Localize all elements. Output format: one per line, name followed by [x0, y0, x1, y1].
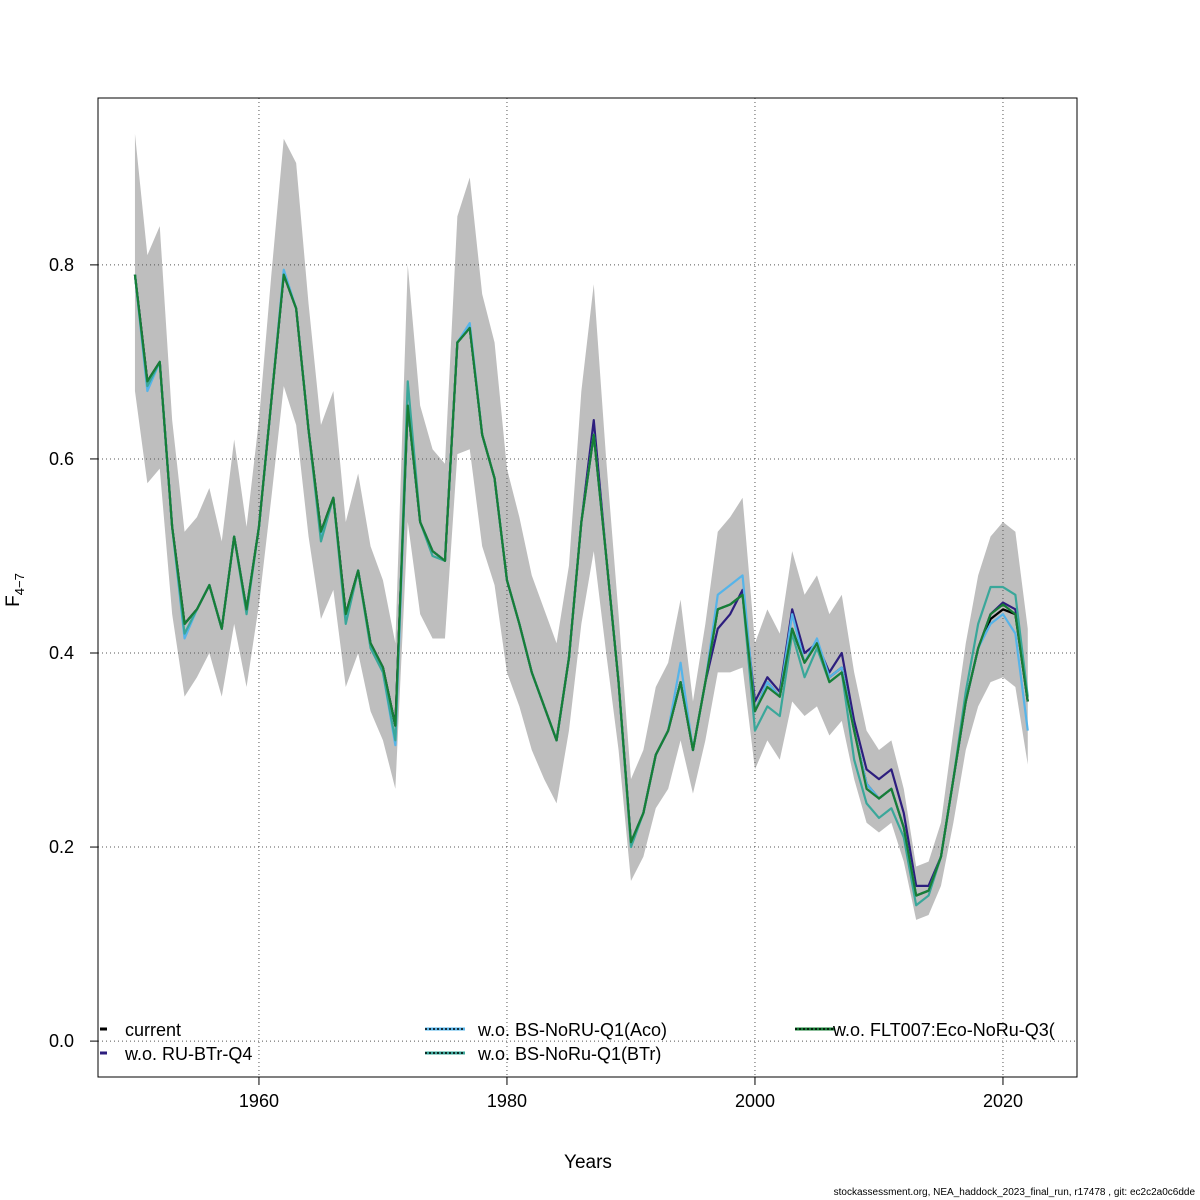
legend-label: w.o. RU-BTr-Q4 [124, 1044, 252, 1064]
y-tick-label: 0.0 [49, 1031, 74, 1051]
legend-label: w.o. BS-NoRu-Q1(BTr) [477, 1044, 661, 1064]
x-tick-label: 1980 [487, 1091, 527, 1111]
y-axis-label: F4−7 [3, 573, 27, 607]
footer: stockassessment.org, NEA_haddock_2023_fi… [834, 1187, 1196, 1198]
y-tick-label: 0.4 [49, 643, 74, 663]
series-line [133, 273, 1029, 897]
x-tick-label: 1960 [239, 1091, 279, 1111]
x-axis-label: Years [564, 1152, 612, 1173]
axes: 1960 1980 2000 2020 0.0 0.2 0.4 0.6 0.8 [49, 255, 1023, 1111]
y-tick-label: 0.2 [49, 837, 74, 857]
y-tick-label: 0.6 [49, 449, 74, 469]
y-label-sub: 4−7 [12, 573, 27, 595]
legend-label: current [125, 1020, 181, 1040]
plot-frame [97, 97, 1078, 1078]
y-label-main: F [3, 595, 24, 607]
x-tick-label: 2000 [735, 1091, 775, 1111]
x-tick-label: 2020 [983, 1091, 1023, 1111]
legend-label: w.o. FLT007:Eco-NoRu-Q3( [832, 1020, 1055, 1040]
plot-area: current w.o. RU-BTr-Q4 w.o. BS-NoRU-Q1(Aco… [98, 98, 1077, 1077]
y-tick-label: 0.8 [49, 255, 74, 275]
legend-label: w.o. BS-NoRU-Q1(Aco) [477, 1020, 667, 1040]
